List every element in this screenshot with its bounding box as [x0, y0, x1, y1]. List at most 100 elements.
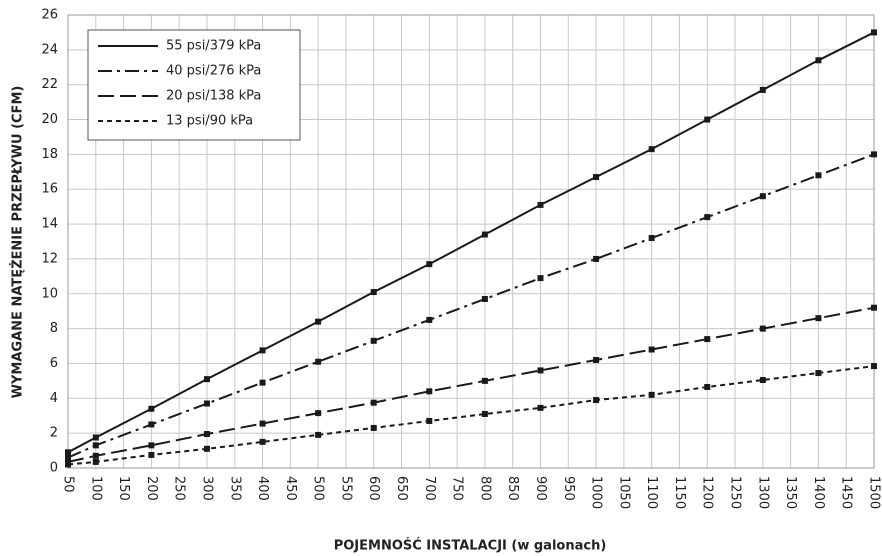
x-tick-label: 150	[116, 476, 131, 501]
point-marker	[65, 449, 71, 456]
point-marker	[481, 295, 488, 302]
point-marker	[259, 347, 266, 354]
series-line	[67, 365, 875, 466]
point-marker	[426, 316, 433, 323]
point-marker	[871, 29, 877, 36]
point-marker	[537, 367, 544, 374]
legend-label: 40 psi/276 kPa	[166, 64, 261, 79]
y-tick-label: 2	[50, 426, 58, 441]
point-marker	[704, 116, 711, 123]
x-tick-label: 50	[61, 476, 76, 493]
point-marker	[815, 172, 822, 179]
x-tick-label: 950	[561, 476, 576, 501]
x-tick-label: 400	[255, 476, 270, 501]
point-marker	[759, 86, 766, 93]
x-tick-label: 1200	[700, 476, 715, 509]
x-tick-label: 1050	[616, 476, 631, 509]
point-marker	[593, 174, 600, 181]
series-line	[67, 153, 875, 459]
x-tick-label: 800	[477, 476, 492, 501]
point-marker	[92, 442, 99, 449]
point-marker	[593, 255, 600, 262]
x-tick-label: 850	[505, 476, 520, 501]
point-marker	[370, 424, 377, 431]
series-line	[67, 31, 875, 454]
y-tick-label: 4	[50, 391, 58, 406]
x-tick-label: 700	[422, 476, 437, 501]
y-axis-label: WYMAGANE NATĘŻENIE PRZEPŁYWU (CFM)	[10, 86, 26, 399]
series-line	[67, 306, 875, 463]
x-tick-label: 900	[533, 476, 548, 501]
point-marker	[537, 275, 544, 282]
y-tick-label: 18	[41, 147, 58, 162]
point-marker	[426, 261, 433, 268]
point-marker	[92, 452, 99, 459]
plot-frame	[67, 14, 875, 469]
y-tick-label: 16	[41, 182, 58, 197]
point-marker	[148, 405, 155, 412]
point-marker	[704, 214, 711, 221]
point-marker	[593, 397, 600, 404]
x-tick-label: 650	[394, 476, 409, 501]
point-marker	[370, 337, 377, 344]
point-marker	[203, 400, 210, 407]
legend-label: 20 psi/138 kPa	[166, 89, 261, 104]
y-tick-label: 0	[50, 461, 58, 476]
point-marker	[259, 379, 266, 386]
legend-label: 55 psi/379 kPa	[166, 39, 261, 54]
x-tick-label: 250	[172, 476, 187, 501]
point-marker	[148, 451, 155, 458]
point-marker	[704, 336, 711, 343]
x-tick-label: 600	[366, 476, 381, 501]
y-tick-label: 20	[41, 112, 58, 127]
point-marker	[370, 399, 377, 406]
legend-box	[87, 29, 301, 141]
x-tick-label: 200	[144, 476, 159, 501]
point-marker	[65, 454, 71, 461]
point-marker	[704, 383, 711, 390]
point-marker	[481, 377, 488, 384]
x-tick-label: 1100	[644, 476, 659, 509]
x-tick-label: 1350	[783, 476, 798, 509]
point-marker	[815, 57, 822, 64]
x-tick-label: 1250	[728, 476, 743, 509]
y-tick-label: 24	[41, 42, 58, 57]
x-tick-label: 1300	[755, 476, 770, 509]
x-tick-label: 1400	[811, 476, 826, 509]
point-marker	[315, 431, 322, 438]
y-tick-label: 8	[50, 321, 58, 336]
point-marker	[203, 431, 210, 438]
point-marker	[648, 391, 655, 398]
y-tick-label: 6	[50, 356, 58, 371]
point-marker	[315, 410, 322, 417]
point-marker	[315, 358, 322, 365]
point-marker	[370, 289, 377, 296]
point-marker	[537, 201, 544, 208]
point-marker	[871, 151, 877, 158]
point-marker	[648, 346, 655, 353]
point-marker	[259, 438, 266, 445]
x-tick-label: 550	[338, 476, 353, 501]
y-tick-label: 26	[41, 8, 58, 23]
x-tick-label: 100	[88, 476, 103, 501]
point-marker	[148, 442, 155, 449]
y-tick-label: 12	[41, 251, 58, 266]
point-marker	[815, 370, 822, 377]
x-tick-label: 1450	[839, 476, 854, 509]
point-marker	[815, 315, 822, 322]
point-marker	[648, 146, 655, 153]
point-marker	[593, 356, 600, 363]
x-tick-label: 350	[227, 476, 242, 501]
point-marker	[203, 376, 210, 383]
y-tick-label: 14	[41, 217, 58, 232]
point-marker	[759, 377, 766, 384]
x-tick-label: 300	[199, 476, 214, 501]
point-marker	[871, 363, 877, 370]
x-tick-label: 1000	[589, 476, 604, 509]
y-tick-label: 22	[41, 77, 58, 92]
x-tick-label: 1150	[672, 476, 687, 509]
point-marker	[871, 304, 877, 311]
point-marker	[259, 420, 266, 427]
point-marker	[148, 421, 155, 428]
